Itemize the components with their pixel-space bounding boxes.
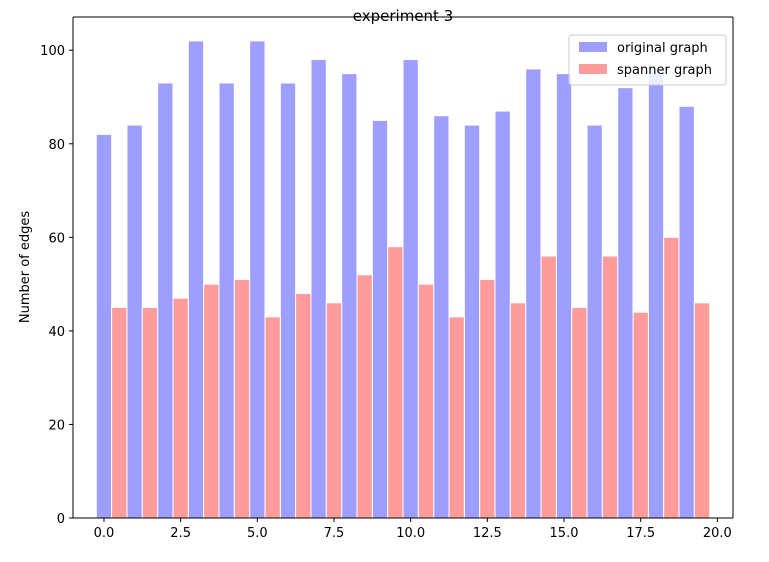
bar-spanner-graph-18 [663,236,680,519]
x-tick-label: 20.0 [703,526,732,541]
bar-spanner-graph-5 [264,316,281,519]
bar-spanner-graph-17 [632,311,649,519]
x-tick-label: 7.5 [324,526,345,541]
bar-original-graph-3 [187,40,205,519]
bar-original-graph-17 [617,87,634,519]
bar-original-graph-0 [95,133,113,519]
bar-original-graph-6 [279,82,297,519]
y-tick-label: 80 [48,138,65,153]
bar-spanner-graph-12 [479,278,496,519]
bar-original-graph-11 [433,115,450,519]
bar-original-graph-7 [310,59,327,519]
bar-spanner-graph-1 [141,307,159,519]
y-tick-label: 0 [57,512,65,527]
x-tick-label: 15.0 [550,526,579,541]
y-tick-label: 40 [48,325,65,340]
y-tick-label: 20 [48,418,65,433]
bar-original-graph-18 [647,73,665,519]
x-tick-label: 2.5 [170,526,191,541]
bar-spanner-graph-9 [387,246,404,519]
bar-original-graph-16 [586,124,603,519]
bar-spanner-graph-8 [356,274,373,519]
bar-original-graph-15 [555,73,573,519]
bar-spanner-graph-2 [172,297,189,519]
bar-spanner-graph-6 [295,292,312,519]
legend-swatch-spanner-graph [579,64,607,74]
bars-group [95,40,711,519]
bar-original-graph-4 [218,82,235,519]
bar-spanner-graph-16 [601,255,619,519]
legend-label-original-graph: original graph [617,41,708,56]
bar-spanner-graph-11 [448,316,465,519]
bar-spanner-graph-19 [693,302,711,519]
bar-original-graph-12 [463,124,481,519]
bar-spanner-graph-14 [540,255,557,519]
legend: original graph spanner graph [568,34,727,86]
bar-original-graph-13 [494,110,511,519]
y-ticks-group: 0 20 40 60 80 100 [40,44,73,527]
bar-spanner-graph-13 [509,302,527,519]
chart-title: experiment 3 [353,7,453,25]
bar-original-graph-9 [371,119,389,519]
bar-original-graph-8 [341,73,358,519]
bar-spanner-graph-4 [233,278,251,519]
bar-spanner-graph-10 [417,283,435,519]
y-tick-label: 100 [40,44,65,59]
x-ticks-group: 0.0 2.5 5.0 7.5 10.0 12.5 15.0 17.5 20.0 [94,518,732,541]
bar-spanner-graph-15 [571,307,588,519]
x-tick-label: 17.5 [626,526,655,541]
bar-original-graph-10 [402,59,419,519]
bar-original-graph-5 [249,40,266,519]
bar-original-graph-2 [157,82,174,519]
bar-spanner-graph-7 [325,302,343,519]
bar-original-graph-19 [678,105,695,519]
legend-swatch-original-graph [579,42,607,52]
bar-spanner-graph-3 [203,283,220,519]
y-tick-label: 60 [48,231,65,246]
x-tick-label: 5.0 [247,526,268,541]
bar-original-graph-1 [126,124,143,519]
x-tick-label: 12.5 [473,526,502,541]
legend-label-spanner-graph: spanner graph [617,63,712,78]
bar-spanner-graph-0 [111,307,128,519]
x-tick-label: 10.0 [396,526,425,541]
bar-original-graph-14 [525,68,542,519]
legend-box [568,34,727,86]
axes-group [72,16,734,519]
y-axis-label: Number of edges [18,211,33,324]
x-tick-label: 0.0 [94,526,115,541]
